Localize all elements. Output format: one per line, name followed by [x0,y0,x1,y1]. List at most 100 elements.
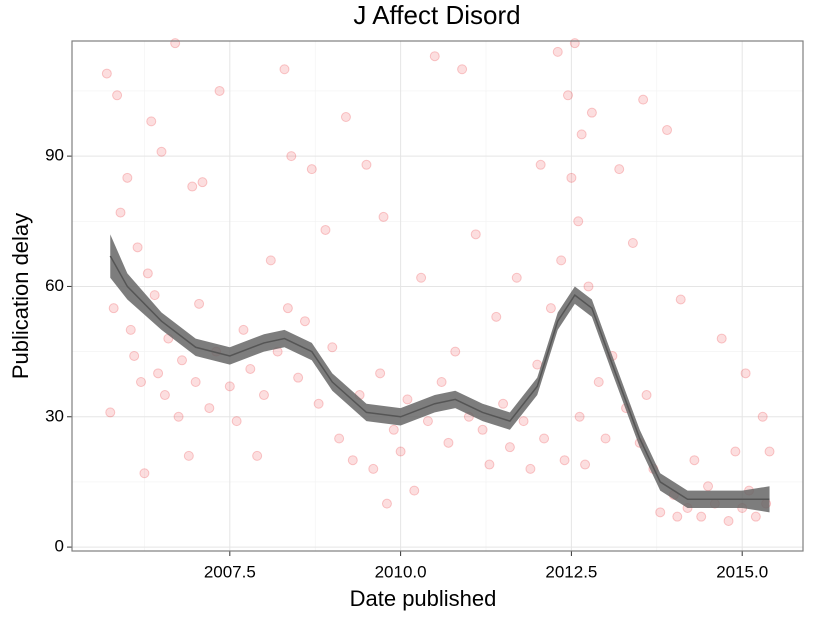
point [327,342,338,353]
point [129,350,140,361]
point [539,433,550,444]
point [689,455,700,466]
point [586,107,597,118]
point [443,437,454,448]
point [173,411,184,422]
point [730,446,741,457]
point [170,38,181,49]
point [245,363,256,374]
point [569,38,580,49]
chart-title: J Affect Disord [353,0,520,30]
y-tick-label: 90 [45,146,64,165]
point [224,381,235,392]
point [214,85,225,96]
point [593,377,604,388]
point [204,403,215,414]
point [416,272,427,283]
point [149,290,160,301]
point [286,151,297,162]
point [197,177,208,188]
point [552,46,563,57]
point [132,242,143,253]
point [388,424,399,435]
point [580,459,591,470]
point [136,377,147,388]
point [573,216,584,227]
point [436,377,447,388]
point [614,164,625,175]
point [450,346,461,357]
point [194,298,205,309]
point [334,433,345,444]
y-tick-label: 30 [45,406,64,425]
point [484,459,495,470]
point [716,333,727,344]
point [740,368,751,379]
point [313,398,324,409]
point [252,450,263,461]
point [504,442,515,453]
point [764,446,775,457]
plot-background [72,41,803,551]
point [429,51,440,62]
point [723,516,734,527]
y-axis-label: Publication delay [8,213,33,379]
point [108,303,119,314]
point [672,511,683,522]
x-tick-label: 2012.5 [545,562,597,581]
point [518,416,529,427]
point [347,455,358,466]
y-tick-label: 0 [55,537,64,556]
point [576,129,587,140]
point [562,90,573,101]
point [498,398,509,409]
point [187,181,198,192]
point [105,407,116,418]
point [545,303,556,314]
point [293,372,304,383]
x-tick-label: 2015.0 [716,562,768,581]
point [183,450,194,461]
point [375,368,386,379]
point [409,485,420,496]
point [703,481,714,492]
point [279,64,290,75]
plot-border [71,40,804,552]
point [190,377,201,388]
point [176,355,187,366]
point [395,446,406,457]
point [361,159,372,170]
point [156,146,167,157]
point [299,316,310,327]
point [641,390,652,401]
point [265,255,276,266]
point [583,281,594,292]
point [559,455,570,466]
point [125,324,136,335]
point [422,416,433,427]
point [535,159,546,170]
point [282,303,293,314]
point [101,68,112,79]
point [402,394,413,405]
point [470,229,481,240]
point [675,294,686,305]
point [258,390,269,401]
point [627,238,638,249]
point [368,463,379,474]
point [139,468,150,479]
point [146,116,157,127]
point [662,125,673,136]
point [153,368,164,379]
point [491,311,502,322]
point [320,224,331,235]
point [511,272,522,283]
point [638,94,649,105]
point [696,511,707,522]
point [525,463,536,474]
y-tick-label: 60 [45,276,64,295]
point [757,411,768,422]
point [306,164,317,175]
point [142,268,153,279]
